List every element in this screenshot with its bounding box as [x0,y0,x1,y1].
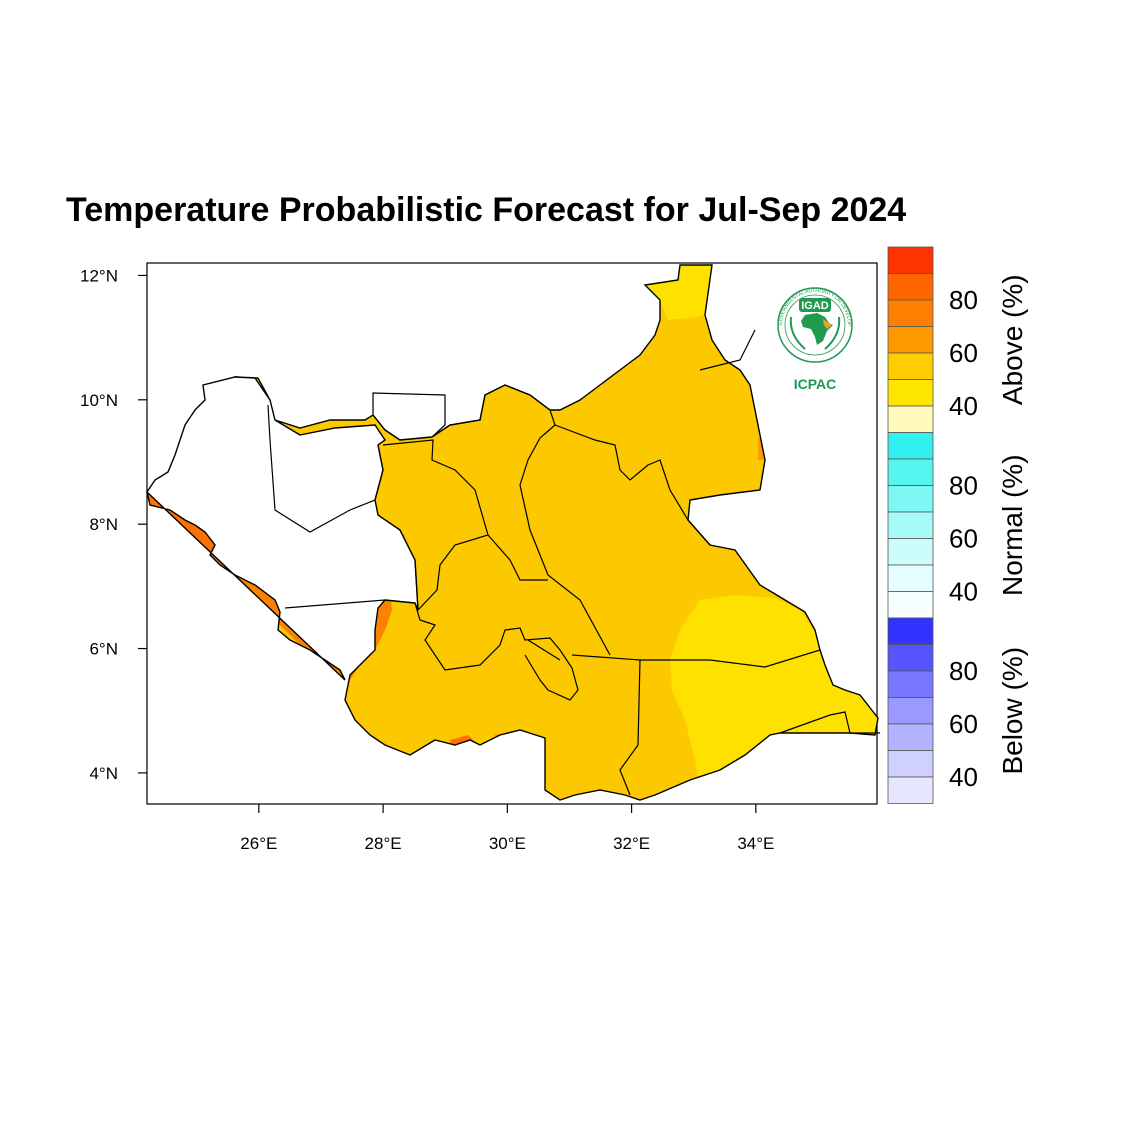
map-panel: 26°E 28°E 30°E 32°E 34°E 4°N 6°N 8°N 10°N 12°N I… [80,262,880,853]
y-tick-label: 6°N [89,640,118,659]
logo-inner-ring [784,294,846,356]
boundary-line [414,602,579,701]
chart-title: Temperature Probabilistic Forecast for J… [66,191,906,229]
colorbar-tick-label: 80 [949,471,978,501]
colorbar-swatch [887,485,934,513]
colorbar-swatch [887,617,934,645]
colorbar-section-title: Normal (%) [997,454,1028,596]
x-tick-label: 26°E [240,834,277,853]
colorbar-swatch [887,644,934,672]
colorbar-swatch [887,538,934,566]
colorbar-swatch [887,591,934,619]
colorbar-tick-label: 60 [949,524,978,554]
colorbar-tick-label: 80 [949,656,978,686]
logo-badge [799,298,831,312]
horn-highlight-icon [823,319,832,329]
state-boundaries [267,329,880,796]
colorbar-swatch [887,670,934,698]
y-tick-label: 8°N [89,515,118,534]
x-tick-label: 30°E [489,834,526,853]
colorbar-swatch [887,750,934,778]
boundary-line [554,424,711,546]
colorbar-swatch [887,273,934,301]
colorbar-swatch [887,299,934,327]
laurel-left-icon [789,316,806,350]
y-tick-label: 12°N [80,266,118,285]
colorbar-swatch [887,458,934,486]
colorbar-swatch [887,352,934,380]
colorbar: 80 60 40 Above (%) 80 60 40 Normal (%) 80 60 40 Bel… [887,246,1028,804]
colorbar-section-title: Below (%) [997,647,1028,775]
x-tick-label: 28°E [365,834,402,853]
colorbar-tick-label: 60 [949,709,978,739]
y-axis: 4°N 6°N 8°N 10°N 12°N [80,266,147,783]
colorbar-section: 80 60 40 Normal (%) [887,432,1028,619]
boundary-line [527,639,561,661]
logo-subtitle: ICPAC [794,376,837,392]
y-tick-label: 10°N [80,391,118,410]
colorbar-swatch [887,697,934,725]
colorbar-tick-label: 60 [949,338,978,368]
laurel-right-icon [824,316,841,350]
colorbar-swatch [887,246,934,274]
east-edge-strip [758,438,766,460]
colorbar-swatch [887,405,934,433]
logo-name: IGAD [801,300,829,312]
colorbar-swatch [887,776,934,804]
boundary-line [571,649,821,668]
boundary-line [699,329,756,371]
y-tick-label: 4°N [89,764,118,783]
colorbar-section-title: Above (%) [997,274,1028,405]
boundary-line [284,599,416,609]
colorbar-swatch [887,723,934,751]
colorbar-swatch [887,326,934,354]
colorbar-tick-label: 80 [949,285,978,315]
x-tick-label: 32°E [613,834,650,853]
x-tick-label: 34°E [737,834,774,853]
colorbar-swatch [887,564,934,592]
colorbar-swatch [887,379,934,407]
colorbar-section: 80 60 40 Below (%) [887,617,1028,804]
colorbar-swatch [887,432,934,460]
boundary-line [779,711,880,734]
colorbar-swatch [887,511,934,539]
x-axis: 26°E 28°E 30°E 32°E 34°E [240,804,774,853]
colorbar-tick-label: 40 [949,762,978,792]
boundary-line [487,534,548,581]
colorbar-tick-label: 40 [949,577,978,607]
colorbar-section: 80 60 40 Above (%) [887,246,1028,433]
boundary-line [377,439,489,612]
boundary-line [619,659,641,796]
boundary-line [267,404,384,533]
colorbar-tick-label: 40 [949,391,978,421]
